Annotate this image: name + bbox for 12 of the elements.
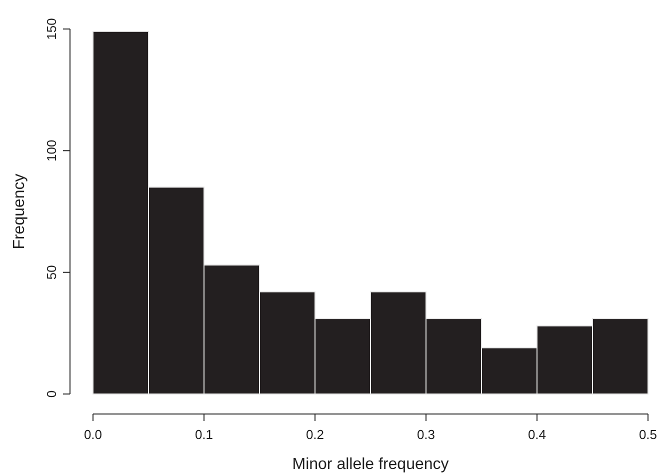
x-axis-title: Minor allele frequency — [292, 456, 449, 473]
y-tick-label: 100 — [44, 140, 59, 162]
x-tick-label: 0.0 — [84, 427, 102, 442]
y-tick-label: 0 — [44, 390, 59, 398]
y-tick-label: 50 — [44, 265, 59, 280]
x-tick-label: 0.2 — [306, 427, 324, 442]
x-tick-label: 0.1 — [194, 427, 214, 442]
x-tick-label: 0.5 — [638, 427, 658, 442]
x-tick-label: 0.4 — [528, 427, 546, 442]
x-tick-label: 0.3 — [416, 427, 436, 442]
y-tick-label: 150 — [44, 18, 59, 40]
y-axis-title: Frequency — [11, 174, 28, 250]
